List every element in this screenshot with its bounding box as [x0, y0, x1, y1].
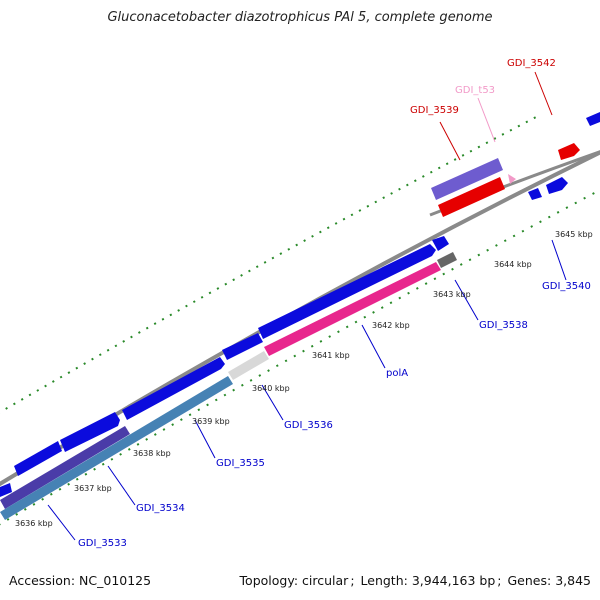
tick-labels: 3636 kbp 3637 kbp 3638 kbp 3639 kbp 3640… — [15, 230, 593, 528]
length-value: 3,944,163 bp — [411, 573, 496, 588]
gene-label[interactable]: GDI_3542 — [507, 58, 556, 69]
topology-value: circular — [302, 573, 349, 588]
genome-stats-footer: Topology: circular; Length: 3,944,163 bp… — [239, 573, 591, 588]
outer-dotted-ring — [0, 114, 541, 414]
gene-arrow[interactable] — [258, 244, 436, 339]
gene-arrow[interactable] — [0, 483, 12, 497]
genes-label: Genes: — [507, 573, 552, 588]
genes-value: 3,845 — [555, 573, 591, 588]
gene-label[interactable]: GDI_3533 — [78, 538, 127, 549]
gene-arrow[interactable] — [431, 158, 503, 200]
gene-arrow[interactable] — [60, 412, 120, 452]
leader-lines — [47, 71, 567, 541]
tick-label: 3645 kbp — [555, 230, 593, 239]
forward-cds-track — [0, 236, 449, 497]
tick-label: 3644 kbp — [494, 260, 532, 269]
tick-label: 3636 kbp — [15, 519, 53, 528]
gene-arrow[interactable] — [264, 262, 441, 356]
gene-arrow[interactable] — [438, 177, 505, 217]
gene-arrow[interactable] — [0, 426, 130, 509]
topology-label: Topology: — [239, 573, 299, 588]
gene-label[interactable]: polA — [386, 368, 408, 379]
gene-arrow[interactable] — [546, 177, 568, 194]
gene-arrow[interactable] — [432, 236, 449, 251]
gene-label[interactable]: GDI_t53 — [455, 85, 495, 96]
inner-ruler-ring — [0, 189, 600, 526]
gene-arrow[interactable] — [437, 252, 457, 268]
gene-arrow[interactable] — [0, 376, 233, 520]
tick-label: 3641 kbp — [312, 351, 350, 360]
gene-label[interactable]: GDI_3536 — [284, 420, 333, 431]
gene-arrow[interactable] — [528, 188, 542, 200]
map-title: Gluconacetobacter diazotrophicus PAl 5, … — [107, 10, 493, 25]
gene-label[interactable]: GDI_3539 — [410, 105, 459, 116]
length-label: Length: — [360, 573, 408, 588]
gene-arrow[interactable] — [222, 333, 263, 360]
gene-labels: GDI_3533 GDI_3534 GDI_3535 GDI_3536 polA… — [78, 58, 591, 549]
gene-arrow[interactable] — [586, 112, 600, 126]
gene-label[interactable]: GDI_3538 — [479, 320, 528, 331]
gene-arrow[interactable] — [508, 174, 516, 184]
accession-label: Accession: — [9, 573, 76, 588]
tick-label: 3637 kbp — [74, 484, 112, 493]
tick-label: 3643 kbp — [433, 290, 471, 299]
accession-value: NC_010125 — [79, 573, 152, 588]
tick-label: 3639 kbp — [192, 417, 230, 426]
accession-footer: Accession: NC_010125 — [9, 573, 151, 588]
gene-arrow[interactable] — [558, 143, 580, 160]
reverse-cds-track — [0, 252, 457, 520]
tick-label: 3638 kbp — [133, 449, 171, 458]
gene-label[interactable]: GDI_3540 — [542, 281, 591, 292]
gene-arrow[interactable] — [122, 357, 225, 420]
gene-arrow[interactable] — [14, 441, 62, 476]
gene-label[interactable]: GDI_3534 — [136, 503, 185, 514]
upper-features — [431, 112, 600, 217]
gene-label[interactable]: GDI_3535 — [216, 458, 265, 469]
tick-label: 3640 kbp — [252, 384, 290, 393]
gene-arrow[interactable] — [228, 351, 269, 380]
tick-label: 3642 kbp — [372, 321, 410, 330]
